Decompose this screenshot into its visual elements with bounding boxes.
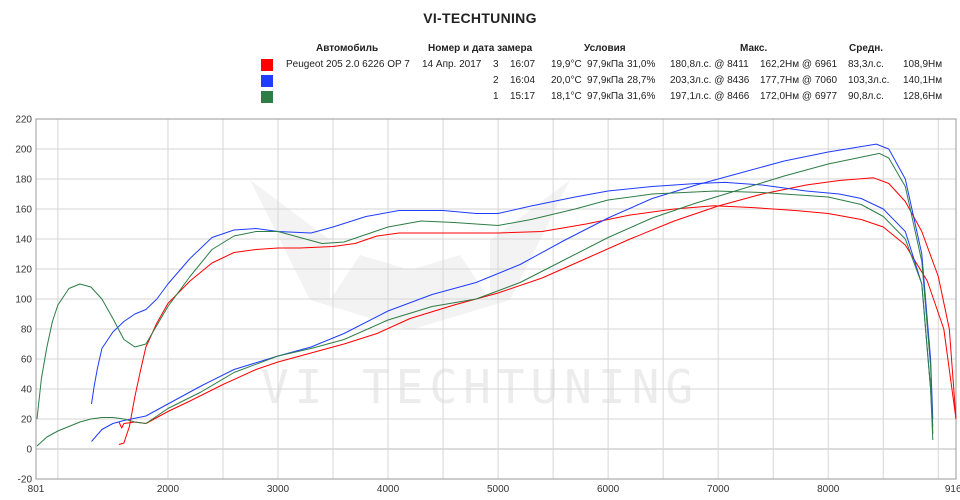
legend-temp: 18,1°C: [551, 91, 582, 102]
series-1-power-line: [118, 177, 957, 429]
legend-avg-power: 90,8л.с.: [848, 91, 884, 102]
legend-pressure: 97,9кПа: [587, 91, 624, 102]
legend-swatch-blue: [261, 75, 273, 87]
legend-max-torque: 172,0Нм @ 6977: [760, 91, 838, 102]
series-3-torque-line: [36, 190, 934, 441]
legend-time: 15:17: [510, 91, 536, 102]
y-tick-label: 200: [15, 145, 32, 156]
axes: [35, 118, 957, 480]
series-2-torque-line: [91, 181, 934, 427]
legend-humidity: 28,7%: [627, 75, 656, 86]
y-tick-label: 0: [26, 445, 32, 456]
legend-time: 16:07: [510, 59, 536, 70]
legend-max-power: 180,8л.с. @ 8411: [670, 59, 749, 70]
legend-header-conditions: Условия: [584, 43, 626, 54]
series-2-power-line: [91, 143, 934, 442]
y-tick-label: 20: [21, 415, 33, 426]
legend-avg-torque: 128,6Нм: [903, 91, 943, 102]
watermark-text: VI TECHTUNING: [261, 360, 699, 414]
x-tick-label: 2000: [157, 484, 180, 495]
legend-max-power: 197,1л.с. @ 8466: [670, 91, 750, 102]
legend-humidity: 31,6%: [627, 91, 656, 102]
legend-temp: 20,0°C: [551, 75, 582, 86]
y-tick-label: 180: [15, 175, 32, 186]
x-tick-label: 801: [28, 484, 45, 495]
y-tick-labels: -20 0 20 40 60 80 100 120 140 160 180 200 220: [15, 115, 32, 486]
legend-date: 14 Апр. 2017: [422, 59, 482, 70]
legend-humidity: 31,0%: [627, 59, 656, 70]
y-tick-label: 220: [15, 115, 32, 126]
legend-header-car: Автомобиль: [316, 43, 379, 54]
x-tick-labels: 801 2000 3000 4000 5000 6000 7000 8000 9161: [28, 484, 960, 495]
legend-temp: 19,9°C: [551, 59, 582, 70]
series-3-power-line: [36, 152, 934, 447]
x-tick-label: 4000: [377, 484, 400, 495]
y-tick-label: 80: [21, 325, 33, 336]
legend-car: Peugeot 205 2.0 6226 OP 7: [286, 59, 410, 70]
x-tick-label: 7000: [707, 484, 730, 495]
legend-pressure: 97,9кПа: [587, 59, 624, 70]
y-tick-label: -20: [18, 475, 33, 486]
chart-title: VI-TECHTUNING: [423, 10, 537, 26]
legend-pressure: 97,9кПа: [587, 75, 624, 86]
legend-run-num: 3: [493, 59, 499, 70]
legend-max-power: 203,3л.с. @ 8436: [670, 75, 750, 86]
y-tick-label: 140: [15, 235, 32, 246]
legend-avg-power: 103,3л.с.: [848, 75, 890, 86]
legend-swatch-red: [261, 59, 273, 71]
legend-max-torque: 162,2Нм @ 6961: [760, 59, 838, 70]
legend-header-max: Макс.: [740, 43, 768, 54]
x-tick-label: 8000: [817, 484, 840, 495]
series-lines: [36, 143, 957, 447]
legend-header-avg: Средн.: [849, 43, 884, 54]
legend-run-num: 2: [493, 75, 499, 86]
x-tick-label: 5000: [487, 484, 510, 495]
legend-run-num: 1: [493, 91, 499, 102]
legend-swatch-green: [261, 91, 273, 103]
legend-time: 16:04: [510, 75, 536, 86]
plot-frame: [35, 118, 957, 480]
x-tick-label: 3000: [267, 484, 290, 495]
y-tick-label: 160: [15, 205, 32, 216]
legend-avg-torque: 140,1Нм: [903, 75, 943, 86]
x-tick-label: 9161: [945, 484, 960, 495]
y-tick-label: 100: [15, 295, 32, 306]
legend-avg-power: 83,3л.с.: [848, 59, 884, 70]
y-tick-label: 120: [15, 265, 32, 276]
legend-max-torque: 177,7Нм @ 7060: [760, 75, 838, 86]
legend-header-run: Номер и дата замера: [428, 43, 533, 54]
x-tick-label: 6000: [597, 484, 620, 495]
watermark-emblem: [250, 180, 570, 330]
legend-avg-torque: 108,9Нм: [903, 59, 943, 70]
y-tick-label: 60: [21, 355, 33, 366]
y-tick-label: 40: [21, 385, 33, 396]
